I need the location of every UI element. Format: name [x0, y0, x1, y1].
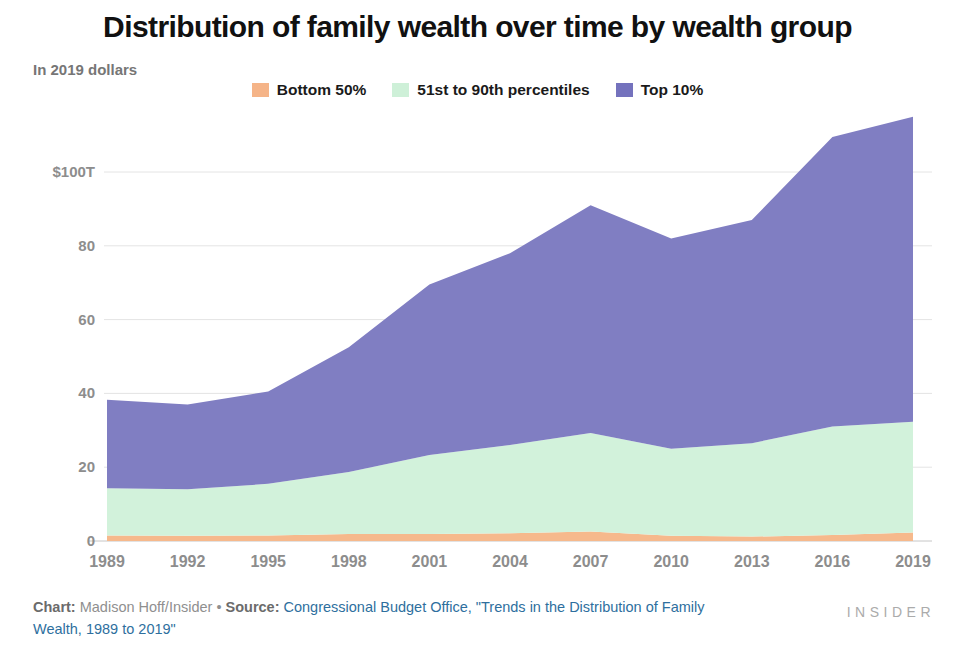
area-top-10	[107, 117, 913, 490]
x-axis-tick-label: 2019	[895, 553, 931, 570]
x-axis-tick-label: 2016	[815, 553, 851, 570]
insider-logo: INSIDER	[847, 604, 935, 620]
x-axis-tick-label: 1989	[89, 553, 125, 570]
x-axis-tick-label: 2013	[734, 553, 770, 570]
stacked-area-chart: 0 20 40 60 80 $100T 1989 1992 1995 1998 2001 2004 20…	[0, 0, 955, 590]
x-axis-tick-label: 2001	[412, 553, 448, 570]
y-axis-tick-label: 20	[78, 458, 95, 475]
x-axis-tick-label: 1995	[250, 553, 286, 570]
x-axis-tick-label: 2007	[573, 553, 609, 570]
y-axis-tick-label: 0	[87, 532, 95, 549]
x-axis-tick-label: 1992	[170, 553, 206, 570]
x-axis-tick-label: 1998	[331, 553, 367, 570]
y-axis-tick-label: 60	[78, 311, 95, 328]
footer-source-label: Source:	[226, 599, 280, 615]
footer-source-link-line2: Wealth, 1989 to 2019"	[33, 621, 176, 637]
chart-card: Distribution of family wealth over time …	[0, 0, 955, 648]
footer-chart-label: Chart:	[33, 599, 76, 615]
footer-credit: Chart:Madison Hoff/Insider• Source:Congre…	[33, 596, 833, 640]
footer-source-link-line1: Congressional Budget Office, "Trends in …	[284, 599, 705, 615]
y-axis-tick-label: 40	[78, 384, 95, 401]
y-axis-tick-label: 80	[78, 237, 95, 254]
x-axis-tick-label: 2004	[492, 553, 528, 570]
x-axis-tick-label: 2010	[653, 553, 689, 570]
footer-separator: •	[216, 599, 221, 615]
y-axis-tick-label: $100T	[52, 163, 95, 180]
footer-chart-credit: Madison Hoff/Insider	[80, 599, 213, 615]
